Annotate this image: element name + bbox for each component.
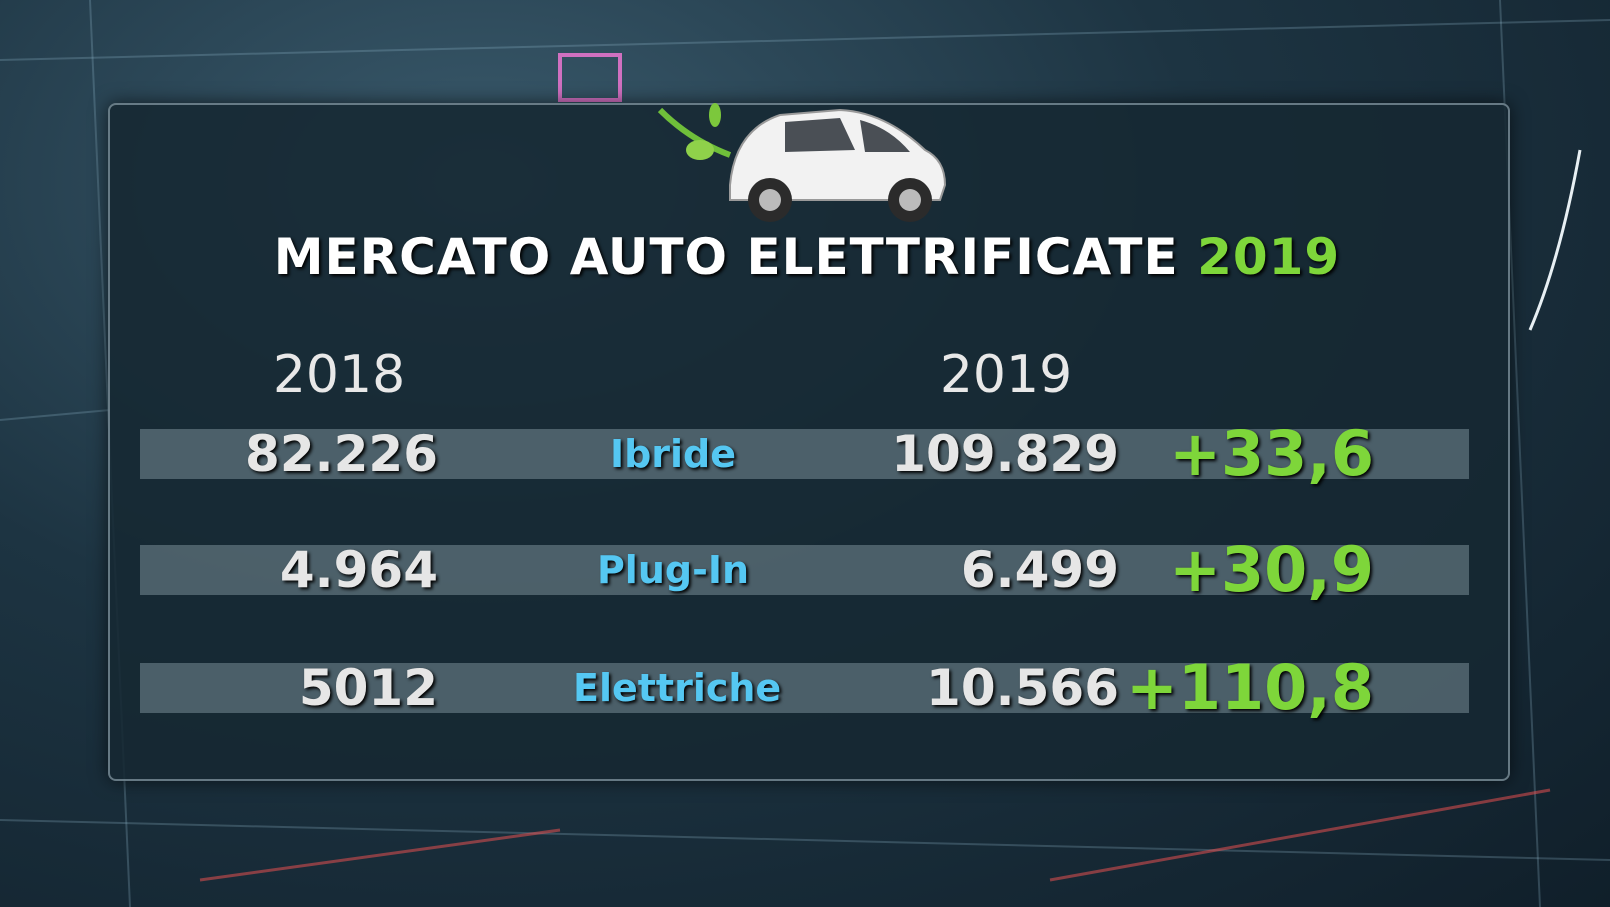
title: MERCATO AUTO ELETTRIFICATE 2019 [108,228,1506,286]
row-band [140,545,1469,595]
change-percent: +110,8 [1125,651,1374,724]
title-year: 2019 [1197,228,1341,286]
value-2018: 82.226 [245,425,438,483]
title-text: MERCATO AUTO ELETTRIFICATE [273,228,1179,286]
row-band [140,663,1469,713]
change-percent: +30,9 [1169,533,1374,606]
segment-label: Elettriche [573,666,782,710]
car-icon [657,103,947,222]
value-2019: 10.566 [926,659,1119,717]
value-2019: 6.499 [960,541,1119,599]
segment-label: Plug-In [596,548,750,592]
value-2018: 4.964 [279,541,438,599]
column-header: 2019 [939,345,1073,405]
segment-label: Ibride [609,432,737,476]
value-2019: 109.829 [891,425,1119,483]
change-percent: +33,6 [1169,417,1374,490]
row-band [140,429,1469,479]
value-2018: 5012 [298,659,438,717]
column-header: 2018 [272,345,406,405]
